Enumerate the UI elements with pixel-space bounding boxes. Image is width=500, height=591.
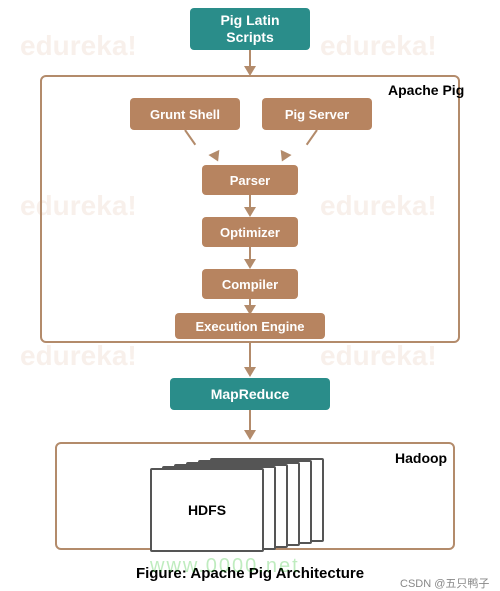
node-mapreduce: MapReduce [170, 378, 330, 410]
watermark-edu: edureka! [320, 340, 437, 372]
watermark-edu: edureka! [320, 30, 437, 62]
watermark-csdn: CSDN @五只鸭子 [400, 575, 489, 591]
arrow-line [249, 343, 251, 369]
node-parser: Parser [202, 165, 298, 195]
arrow-head-icon [244, 207, 256, 217]
watermark-edu: edureka! [20, 340, 137, 372]
node-optimizer: Optimizer [202, 217, 298, 247]
node-hdfs: HDFS [150, 468, 264, 552]
arrow-head-icon [244, 367, 256, 377]
watermark-edu: edureka! [20, 30, 137, 62]
label-hadoop: Hadoop [395, 450, 447, 466]
watermark-green: www.0000.net [150, 555, 300, 578]
arrow-head-icon [244, 430, 256, 440]
label-apache-pig: Apache Pig [388, 82, 464, 98]
node-pig-server: Pig Server [262, 98, 372, 130]
arrow-line [249, 410, 251, 432]
node-grunt-shell: Grunt Shell [130, 98, 240, 130]
node-execution-engine: Execution Engine [175, 313, 325, 339]
node-pig-latin-scripts: Pig Latin Scripts [190, 8, 310, 50]
node-compiler: Compiler [202, 269, 298, 299]
arrow-head-icon [244, 259, 256, 269]
